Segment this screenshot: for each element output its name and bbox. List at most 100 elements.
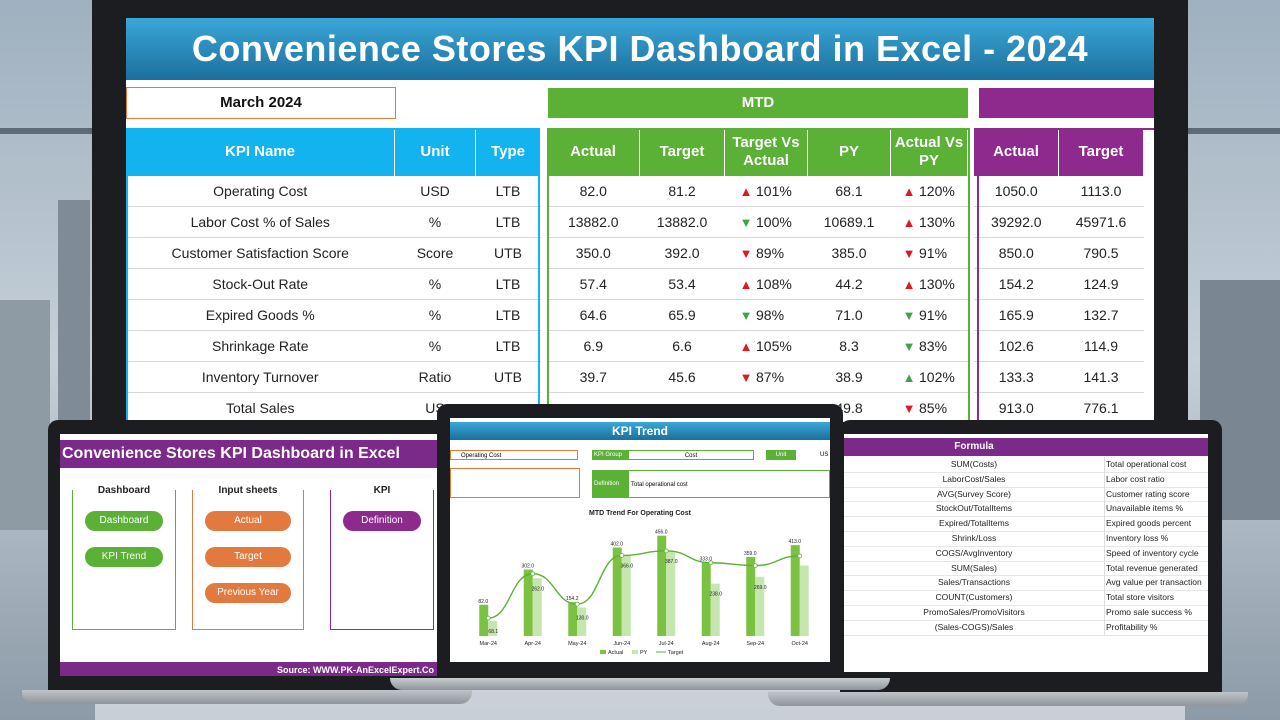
- percent-value: 105%: [756, 338, 792, 354]
- col-target: Target: [639, 128, 725, 176]
- ytd-actual-cell: 154.2: [974, 268, 1059, 300]
- type-cell: UTB: [475, 361, 541, 393]
- percent-value: 100%: [756, 214, 792, 230]
- formula-cell: SUM(Sales): [844, 560, 1105, 576]
- py-bar: [621, 555, 631, 636]
- x-tick-label: Oct-24: [791, 641, 808, 647]
- nav-button-actual[interactable]: Actual: [205, 511, 291, 531]
- mtd-target-cell: 45.6: [639, 361, 725, 393]
- target-point: [530, 571, 536, 577]
- actual-bar: [612, 547, 622, 636]
- formula-row: PromoSales/PromoVisitors Promo sale succe…: [844, 605, 1208, 621]
- nav-button-previous-year[interactable]: Previous Year: [205, 583, 291, 603]
- percent-value: 130%: [919, 276, 955, 292]
- kpi-row: Labor Cost % of Sales% LTB 13882.0 13882.0 ▼…: [126, 206, 1144, 238]
- x-tick-label: Sep-24: [746, 641, 764, 647]
- arrow-down-red-icon: ▼: [739, 246, 753, 261]
- kpi-group-label: KPI Group: [592, 450, 628, 460]
- mtd-actual-cell: 350.0: [547, 237, 640, 269]
- kpi-row: Shrinkage Rate% LTB 6.9 6.6 ▲ 105% 8.3 ▼ 83% 102.…: [126, 330, 1144, 362]
- kpi-name-cell: Operating Cost: [126, 176, 395, 207]
- nav-button-definition[interactable]: Definition: [343, 511, 421, 531]
- unit-value: US: [820, 452, 829, 458]
- actual-vs-py-cell: ▲ 130%: [890, 206, 968, 238]
- nav-button-kpi-trend[interactable]: KPI Trend: [85, 547, 163, 567]
- kpi-row: Operating Cost USD LTB 82.0 81.2 ▲ 101% 68.1 ▲ 12…: [126, 176, 1144, 207]
- py-data-label: 262.0: [531, 586, 544, 592]
- kpi-name-cell: Inventory Turnover: [126, 361, 395, 393]
- nav-button-dashboard[interactable]: Dashboard: [85, 511, 163, 531]
- ytd-header: [979, 88, 1154, 118]
- right-laptop-base: [768, 692, 1248, 706]
- actual-data-label: 302.0: [521, 564, 534, 570]
- description-cell: Unavailable items %: [1106, 503, 1184, 514]
- type-cell: LTB: [475, 176, 541, 207]
- center-laptop-screen: KPI Trend Operating Cost KPI Group Cost …: [450, 418, 830, 662]
- x-tick-label: Aug-24: [702, 641, 720, 647]
- target-vs-actual-cell: ▲ 101%: [724, 176, 808, 207]
- ytd-target-cell: 776.1: [1058, 392, 1144, 422]
- legend-target: Target: [668, 650, 684, 656]
- description-cell: Total store visitors: [1106, 592, 1175, 603]
- actual-data-label: 359.0: [744, 551, 757, 557]
- formula-row: (Sales-COGS)/Sales Profitability %: [844, 619, 1208, 636]
- nav-button-target[interactable]: Target: [205, 547, 291, 567]
- actual-vs-py-cell: ▼ 83%: [890, 330, 968, 362]
- main-dashboard-screen: Convenience Stores KPI Dashboard in Exce…: [126, 18, 1154, 422]
- unit-cell: USD: [394, 176, 476, 207]
- percent-value: 102%: [919, 369, 955, 385]
- actual-bar: [568, 602, 578, 636]
- formula-row: LaborCost/Sales Labor cost ratio: [844, 471, 1208, 488]
- ytd-target-cell: 45971.6: [1058, 206, 1144, 238]
- mtd-py-cell: 44.2: [807, 268, 891, 300]
- home-title: Convenience Stores KPI Dashboard in Exce…: [60, 440, 438, 468]
- nav-panel-2: KPI Definition: [330, 485, 434, 630]
- description-cell: Promo sale success %: [1106, 607, 1192, 617]
- definition-label: Definition: [592, 470, 628, 498]
- target-point: [619, 553, 625, 558]
- kpi-name-cell: Labor Cost % of Sales: [126, 206, 395, 238]
- kpi-row: Inventory Turnover Ratio UTB 39.7 45.6 ▼ 87% 38…: [126, 361, 1144, 393]
- formula-row: SUM(Sales) Total revenue generated: [844, 560, 1208, 577]
- target-vs-actual-cell: ▼ 89%: [724, 237, 808, 269]
- mtd-py-cell: 10689.1: [807, 206, 891, 238]
- percent-value: 91%: [919, 307, 948, 323]
- target-vs-actual-cell: ▼ 100%: [724, 206, 808, 238]
- actual-data-label: 456.0: [655, 530, 668, 536]
- col-actual: Actual: [547, 128, 640, 176]
- nav-panel-0: Dashboard Dashboard KPI Trend: [72, 485, 176, 630]
- formula-header: Formula: [844, 438, 1208, 456]
- kpi-select-dropdown[interactable]: Operating Cost: [450, 450, 578, 460]
- formula-cell: LaborCost/Sales: [844, 471, 1105, 487]
- formula-row: StockOut/TotalItems Unavailable items %: [844, 501, 1208, 518]
- actual-vs-py-cell: ▼ 91%: [890, 299, 968, 331]
- percent-value: 120%: [919, 183, 955, 199]
- x-tick-label: Apr-24: [524, 641, 541, 647]
- formula-row: Sales/Transactions Avg value per transact…: [844, 575, 1208, 592]
- actual-data-label: 82.0: [478, 599, 488, 605]
- nav-panel-heading: KPI: [331, 485, 433, 496]
- arrow-down-green-icon: ▼: [739, 308, 753, 323]
- arrow-down-red-icon: ▼: [902, 246, 916, 261]
- py-bar: [488, 621, 498, 636]
- formula-row: COUNT(Customers) Total store visitors: [844, 590, 1208, 606]
- actual-data-label: 402.0: [610, 542, 623, 548]
- actual-data-label: 413.0: [788, 539, 801, 545]
- center-laptop-base: [390, 678, 890, 690]
- arrow-up-red-icon: ▲: [902, 277, 916, 292]
- unit-label: Unit: [766, 450, 796, 460]
- legend-actual: Actual: [608, 650, 623, 656]
- month-selector[interactable]: March 2024: [126, 87, 396, 119]
- mtd-actual-cell: 82.0: [547, 176, 640, 207]
- legend-actual-swatch: [600, 650, 606, 654]
- unit-cell: %: [394, 268, 476, 300]
- formula-cell: AVG(Survey Score): [844, 486, 1105, 502]
- kpi-blank-box: [450, 468, 580, 498]
- formula-cell: COUNT(Customers): [844, 590, 1105, 605]
- ytd-actual-cell: 133.3: [974, 361, 1059, 393]
- description-cell: Avg value per transaction: [1106, 577, 1202, 588]
- actual-bar: [523, 569, 533, 636]
- percent-value: 85%: [919, 400, 948, 416]
- py-bar: [577, 607, 587, 636]
- mtd-header: MTD: [548, 88, 968, 118]
